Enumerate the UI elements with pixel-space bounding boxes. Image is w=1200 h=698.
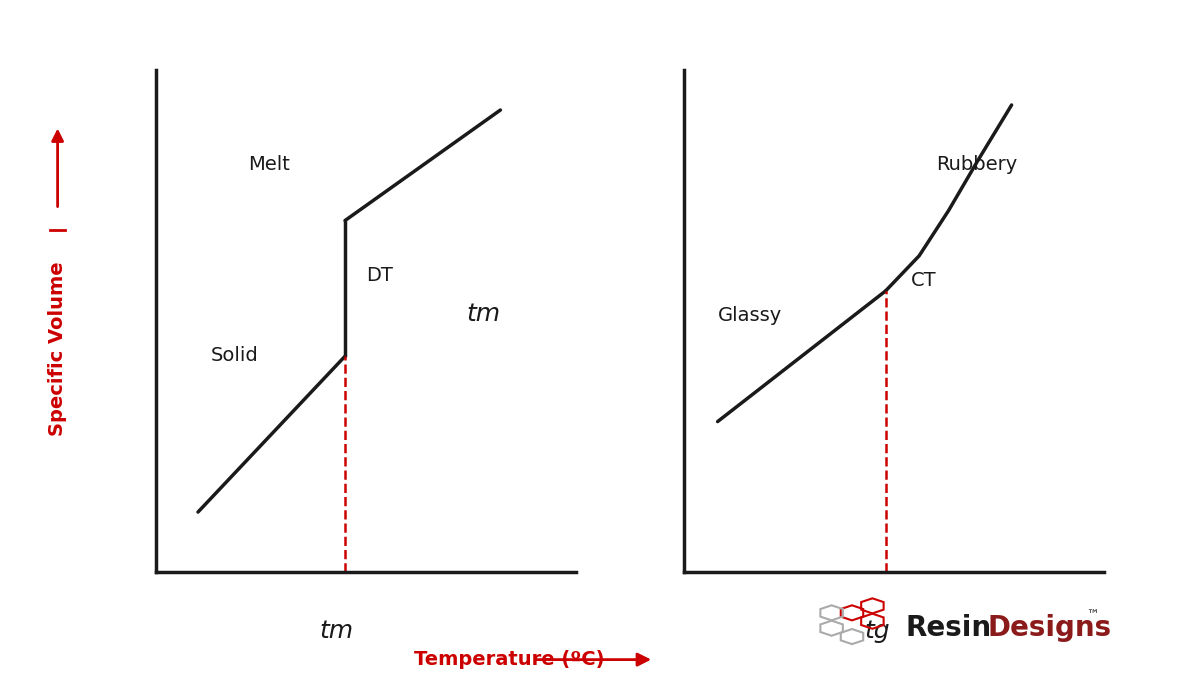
Text: tg: tg	[864, 618, 890, 643]
Text: Resin: Resin	[906, 614, 992, 642]
Text: Glassy: Glassy	[718, 306, 782, 325]
Text: Designs: Designs	[988, 614, 1111, 642]
Text: tm: tm	[467, 302, 500, 326]
Text: DT: DT	[366, 266, 392, 285]
Text: tm: tm	[319, 618, 354, 643]
Text: CT: CT	[911, 271, 936, 290]
Text: Specific Volume: Specific Volume	[48, 262, 67, 436]
Text: ™: ™	[1086, 609, 1098, 622]
Text: Rubbery: Rubbery	[936, 156, 1018, 174]
Text: Solid: Solid	[211, 346, 258, 365]
Text: Melt: Melt	[248, 156, 290, 174]
Text: Temperature (ºC): Temperature (ºC)	[414, 650, 605, 669]
